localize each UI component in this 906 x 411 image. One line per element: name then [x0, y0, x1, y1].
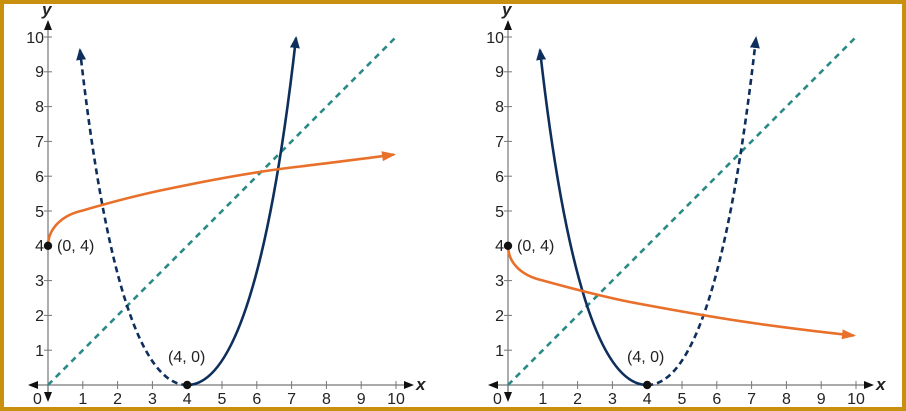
- x-axis-label: x: [415, 375, 427, 394]
- svg-text:7: 7: [747, 391, 756, 408]
- svg-text:4: 4: [183, 391, 192, 408]
- left-y-tick-labels: 1 2 3 4 5 6 7 8 9 10: [26, 30, 44, 360]
- svg-text:6: 6: [495, 169, 504, 186]
- svg-text:3: 3: [608, 391, 617, 408]
- right-x-ticks: [542, 381, 857, 389]
- svg-text:7: 7: [35, 134, 44, 151]
- point-0-4-label: (0, 4): [57, 238, 94, 255]
- svg-text:1: 1: [538, 391, 547, 408]
- parabola-right-branch: [187, 36, 300, 387]
- right-y-tick-labels: 1 2 3 4 5 6 7 8 9 10: [486, 30, 504, 360]
- point-4-0: [183, 380, 192, 390]
- y-axis-label: y: [41, 0, 53, 19]
- svg-text:5: 5: [35, 204, 44, 221]
- svg-text:4: 4: [35, 238, 44, 255]
- svg-text:4: 4: [495, 238, 504, 255]
- svg-text:1: 1: [495, 343, 504, 360]
- svg-text:6: 6: [252, 391, 261, 408]
- left-x-ticks: [82, 381, 397, 389]
- svg-text:1: 1: [78, 391, 87, 408]
- left-graph: x y 0 1 2 3 4 5 6 7 8 9 10: [26, 0, 427, 408]
- sqrt-curve-decreasing: [506, 245, 856, 340]
- svg-text:5: 5: [495, 204, 504, 221]
- svg-text:8: 8: [322, 391, 331, 408]
- svg-text:5: 5: [678, 391, 687, 408]
- left-axes: x y 0: [28, 0, 427, 408]
- svg-text:9: 9: [35, 64, 44, 81]
- right-x-tick-labels: 1 2 3 4 5 6 7 8 9 10: [538, 391, 865, 408]
- svg-text:10: 10: [486, 30, 504, 47]
- left-y-ticks: [44, 36, 52, 351]
- svg-text:10: 10: [26, 30, 44, 47]
- right-graph: x y 0 1 2 3 4 5 6 7 8 9 10: [486, 0, 887, 408]
- svg-text:1: 1: [35, 343, 44, 360]
- parabola-right-branch: [647, 36, 760, 387]
- identity-line: [47, 36, 397, 386]
- left-x-tick-labels: 1 2 3 4 5 6 7 8 9 10: [78, 391, 405, 408]
- svg-text:9: 9: [357, 391, 366, 408]
- x-axis-label: x: [875, 375, 887, 394]
- origin-label: 0: [33, 391, 42, 408]
- svg-text:7: 7: [495, 134, 504, 151]
- y-axis-label: y: [501, 0, 513, 19]
- svg-text:8: 8: [782, 391, 791, 408]
- origin-label: 0: [493, 391, 502, 408]
- right-axes: x y 0: [488, 0, 887, 408]
- parabola-left-branch: [76, 48, 188, 387]
- point-4-0-label: (4, 0): [168, 349, 205, 366]
- parabola-left-branch: [536, 48, 648, 387]
- point-0-4: [43, 241, 53, 250]
- svg-text:6: 6: [35, 169, 44, 186]
- svg-text:10: 10: [387, 391, 405, 408]
- svg-text:3: 3: [495, 273, 504, 290]
- svg-text:8: 8: [495, 99, 504, 116]
- svg-text:7: 7: [287, 391, 296, 408]
- point-4-0-label: (4, 0): [627, 349, 664, 366]
- svg-text:6: 6: [712, 391, 721, 408]
- sqrt-curve-increasing: [46, 151, 396, 246]
- svg-text:3: 3: [148, 391, 157, 408]
- svg-text:5: 5: [218, 391, 227, 408]
- svg-text:8: 8: [35, 99, 44, 116]
- svg-text:2: 2: [495, 308, 504, 325]
- svg-text:9: 9: [495, 64, 504, 81]
- svg-text:2: 2: [35, 308, 44, 325]
- point-4-0: [643, 380, 652, 390]
- identity-line: [507, 36, 857, 386]
- svg-text:4: 4: [643, 391, 652, 408]
- svg-text:2: 2: [573, 391, 582, 408]
- svg-text:2: 2: [113, 391, 122, 408]
- point-0-4: [503, 241, 513, 250]
- svg-text:3: 3: [35, 273, 44, 290]
- svg-text:9: 9: [817, 391, 826, 408]
- point-0-4-label: (0, 4): [517, 238, 554, 255]
- svg-text:10: 10: [847, 391, 865, 408]
